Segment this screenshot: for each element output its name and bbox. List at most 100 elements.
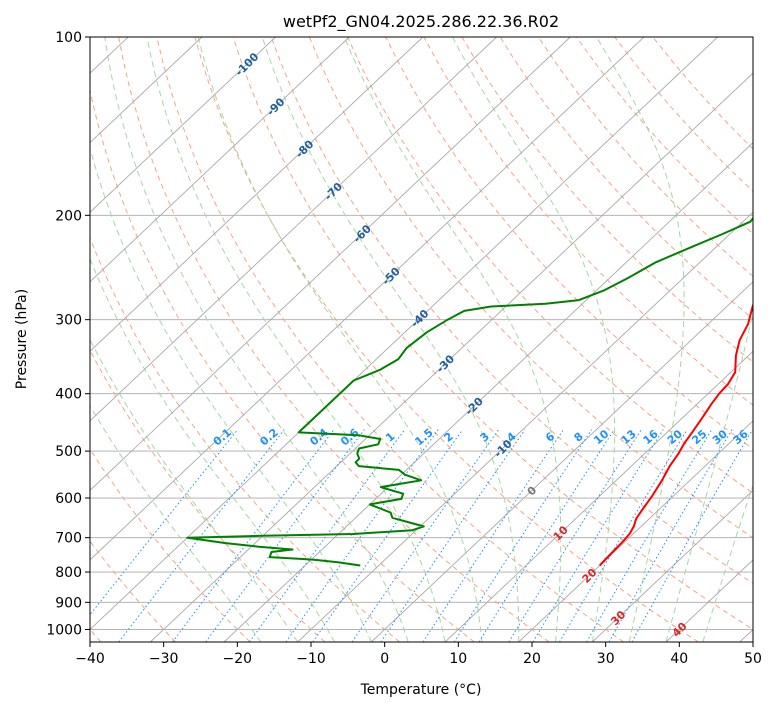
mixing-ratio-line (285, 429, 439, 642)
x-tick-label: 10 (449, 651, 467, 667)
y-axis: 100 200 300 400 500 600 700 800 900 1000 (46, 30, 90, 638)
isotherm-line (150, 72, 753, 642)
mixing-ratio-label: 0.2 (258, 426, 281, 448)
y-tick-label: 300 (55, 313, 82, 329)
mixing-ratio-line (249, 429, 406, 642)
y-tick-label: 600 (55, 491, 82, 507)
background-lines (90, 37, 753, 642)
isotherm-line (665, 559, 753, 642)
isotherm-line (371, 281, 753, 642)
x-tick-label: 20 (523, 651, 541, 667)
x-tick-label: −10 (296, 651, 326, 667)
x-tick-label: 50 (744, 651, 762, 667)
mixing-ratio-label: 36 (731, 427, 751, 447)
y-tick-label: 800 (55, 565, 82, 581)
x-tick-label: −20 (223, 651, 253, 667)
x-tick-label: 40 (670, 651, 688, 667)
isotherm-line (90, 37, 645, 561)
moist-adiabat (343, 37, 562, 642)
dewpoint-profile-line (186, 216, 753, 567)
mixing-ratio-line (586, 429, 713, 642)
moist-adiabat (596, 37, 685, 642)
moist-adiabat (90, 404, 262, 642)
dry-adiabat (156, 37, 624, 642)
chart-title: wetPf2_GN04.2025.286.22.36.R02 (283, 12, 559, 32)
y-tick-label: 500 (55, 444, 82, 460)
mixing-ratio-label: 10 (591, 427, 611, 447)
isotherm-line (518, 420, 753, 642)
mixing-ratio-line (351, 429, 500, 642)
y-tick-label: 1000 (46, 622, 82, 638)
isotherm-line (592, 489, 753, 642)
dry-adiabat (90, 448, 251, 642)
mixing-ratio-line (478, 429, 615, 642)
moist-adiabat (104, 37, 409, 642)
dry-adiabat (308, 37, 753, 539)
y-tick-label: 900 (55, 595, 82, 611)
mixing-ratio-label: 6 (543, 430, 557, 445)
mixing-ratio-line (118, 429, 285, 642)
isotherm-line (90, 37, 718, 631)
isotherm-line (444, 350, 753, 642)
mixing-ratio-line (453, 429, 593, 642)
y-tick-label: 100 (55, 30, 82, 46)
mixing-ratio-line (422, 429, 564, 642)
dry-adiabat (270, 37, 753, 584)
dry-adiabat (118, 37, 550, 642)
moist-adiabat (261, 37, 520, 642)
isotherm-line (90, 37, 424, 352)
x-axis: −40 −30 −20 −10 0 10 20 30 40 50 (75, 642, 762, 667)
isotherm-line (90, 37, 497, 422)
mixing-ratio-line (559, 429, 688, 642)
dry-adiabat (194, 37, 699, 642)
mixing-ratio-label: 0.6 (338, 426, 362, 449)
dry-adiabat (90, 540, 176, 642)
x-tick-label: −30 (149, 651, 179, 667)
x-tick-label: −40 (75, 651, 105, 667)
mixing-ratio-line (631, 429, 753, 642)
mixing-ratio-line (380, 429, 526, 642)
mixing-ratio-label: 13 (619, 427, 639, 447)
moist-adiabat (90, 338, 299, 642)
moist-adiabat (90, 146, 372, 642)
moist-adiabat (702, 483, 753, 642)
y-tick-label: 400 (55, 387, 82, 403)
mixing-ratio-line (90, 429, 239, 616)
line-annotations: 0.1 0.2 0.4 0.6 1 1.5 2 3 4 6 8 10 13 16 20 25 30 36-100-… (211, 50, 751, 640)
moist-adiabat (146, 37, 446, 642)
mixing-ratio-label: 1 (383, 430, 397, 445)
mixing-ratio-label: 0.1 (211, 426, 234, 448)
x-tick-label: 30 (597, 651, 615, 667)
isotherm-line (90, 37, 350, 283)
x-axis-label: Temperature (°C) (360, 682, 482, 698)
mixing-ratio-line (508, 429, 642, 642)
mixing-ratio-label: 3 (478, 430, 492, 445)
x-tick-label: 0 (380, 651, 389, 667)
y-tick-label: 200 (55, 208, 82, 224)
isotherm-line (90, 37, 203, 144)
isotherm-line (223, 142, 753, 642)
mixing-ratio-label: 8 (572, 430, 586, 445)
mixing-ratio-label: 20 (665, 427, 685, 447)
moist-adiabat (90, 257, 335, 642)
isotherm-line (739, 628, 753, 642)
dry-adiabat (423, 37, 753, 406)
dry-adiabat (347, 37, 753, 494)
moist-adiabat (197, 37, 483, 642)
mixing-ratio-line (532, 429, 664, 642)
dry-adiabat (232, 37, 753, 630)
dry-adiabat (385, 37, 753, 450)
y-tick-label: 700 (55, 531, 82, 547)
profile-series (186, 216, 753, 567)
mixing-ratio-line (608, 429, 733, 642)
isotherm-line (90, 37, 571, 491)
moist-adiabat (452, 37, 615, 642)
dry-adiabat (652, 37, 753, 150)
isotherm-line (297, 211, 753, 642)
dry-adiabat (90, 236, 400, 642)
plot-frame (89, 36, 754, 643)
dry-adiabat (90, 87, 475, 642)
temperature-profile-line (598, 302, 753, 567)
isotherm-line (90, 37, 276, 213)
